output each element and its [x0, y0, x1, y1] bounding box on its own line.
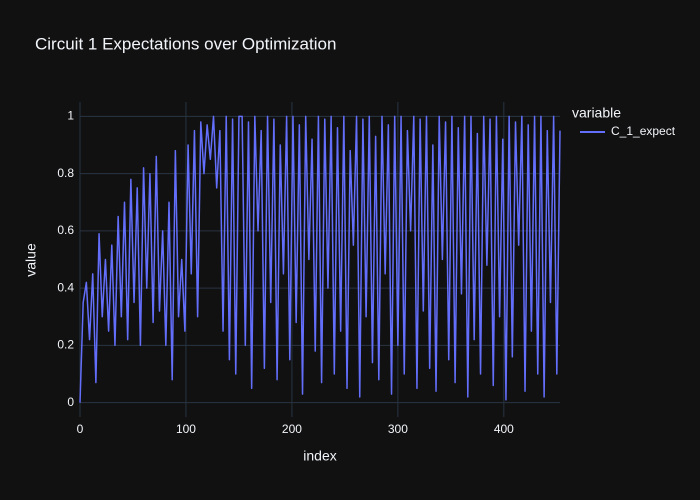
y-tick-label: 1 — [67, 108, 74, 122]
y-tick-label: 0 — [67, 395, 74, 409]
x-tick-label: 200 — [282, 422, 302, 436]
legend-title: variable — [572, 105, 621, 121]
x-tick-label: 400 — [494, 422, 514, 436]
data-line — [79, 115, 561, 403]
x-tick-label: 300 — [388, 422, 408, 436]
y-tick-label: 0.4 — [57, 280, 74, 294]
y-tick-label: 0.6 — [57, 223, 74, 237]
y-axis-label: value — [23, 243, 39, 277]
x-axis-label: index — [303, 448, 336, 464]
y-tick-label: 0.8 — [57, 166, 74, 180]
x-tick-label: 100 — [176, 422, 196, 436]
chart-title: Circuit 1 Expectations over Optimization — [35, 34, 336, 53]
x-tick-label: 0 — [77, 422, 84, 436]
legend-label: C_1_expect — [611, 124, 676, 138]
y-tick-label: 0.2 — [57, 338, 74, 352]
